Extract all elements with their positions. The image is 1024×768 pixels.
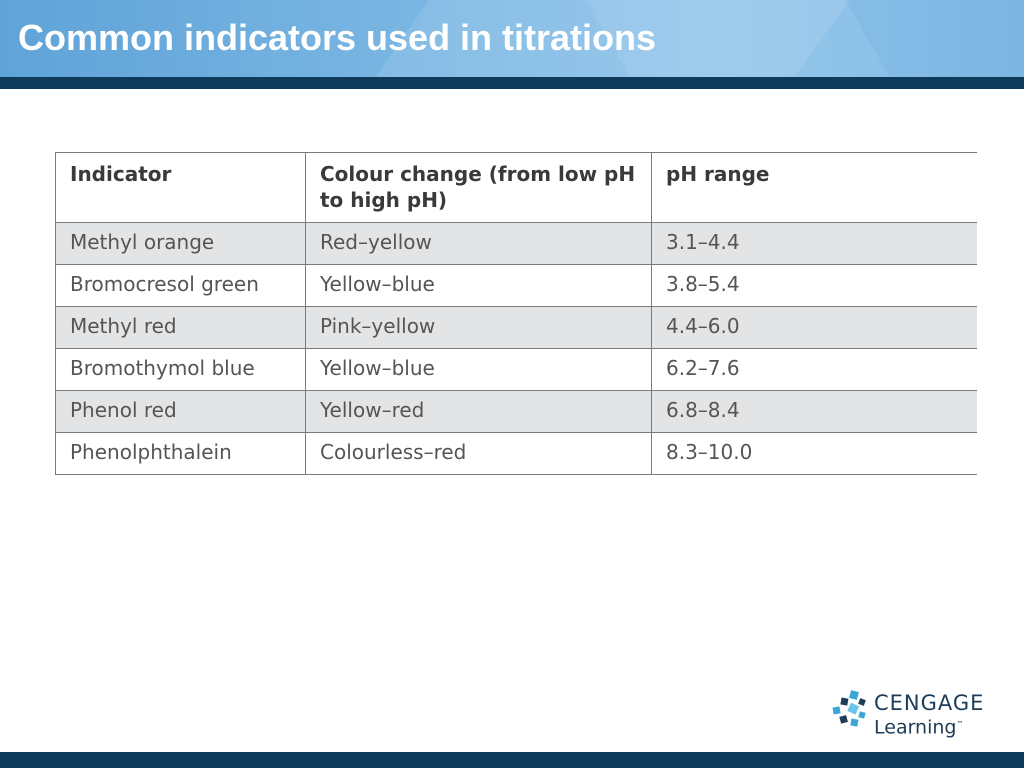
slide-title: Common indicators used in titrations [18,17,657,58]
column-header-indicator: Indicator [55,152,306,223]
table-row: Phenol red Yellow–red 6.8–8.4 [55,390,977,433]
cengage-squares-icon [832,690,866,727]
colour-change-cell: Yellow–red [305,390,652,433]
slide-footer-bar [0,752,1024,768]
colour-change-cell: Colourless–red [305,432,652,475]
colour-change-cell: Yellow–blue [305,348,652,391]
indicator-cell: Bromothymol blue [55,348,306,391]
ph-range-cell: 3.8–5.4 [651,264,977,307]
table-row: Phenolphthalein Colourless–red 8.3–10.0 [55,432,977,475]
table-row: Bromocresol green Yellow–blue 3.8–5.4 [55,264,977,307]
indicator-table: Indicator Colour change (from low pH to … [55,152,977,475]
ph-range-cell: 6.8–8.4 [651,390,977,433]
ph-range-cell: 4.4–6.0 [651,306,977,349]
indicator-cell: Phenolphthalein [55,432,306,475]
table-row: Bromothymol blue Yellow–blue 6.2–7.6 [55,348,977,391]
trademark-symbol: ™ [956,720,964,728]
indicator-cell: Methyl orange [55,222,306,265]
indicator-table-container: Indicator Colour change (from low pH to … [55,152,977,475]
indicator-cell: Phenol red [55,390,306,433]
logo-sub-label: Learning [874,716,957,739]
indicator-cell: Bromocresol green [55,264,306,307]
column-header-ph-range: pH range [651,152,977,223]
ph-range-cell: 6.2–7.6 [651,348,977,391]
ph-range-cell: 8.3–10.0 [651,432,977,475]
table-row: Methyl orange Red–yellow 3.1–4.4 [55,222,977,265]
table-header-row: Indicator Colour change (from low pH to … [55,152,977,223]
colour-change-cell: Red–yellow [305,222,652,265]
colour-change-cell: Pink–yellow [305,306,652,349]
logo-sub-text: Learning™ [874,713,964,738]
table-row: Methyl red Pink–yellow 4.4–6.0 [55,306,977,349]
logo-brand-text: CENGAGE [874,691,985,715]
column-header-colour-change: Colour change (from low pH to high pH) [305,152,652,223]
cengage-learning-logo: CENGAGE Learning™ [832,690,985,740]
slide-header: Common indicators used in titrations [0,0,1024,77]
indicator-cell: Methyl red [55,306,306,349]
ph-range-cell: 3.1–4.4 [651,222,977,265]
header-divider [0,77,1024,89]
colour-change-cell: Yellow–blue [305,264,652,307]
